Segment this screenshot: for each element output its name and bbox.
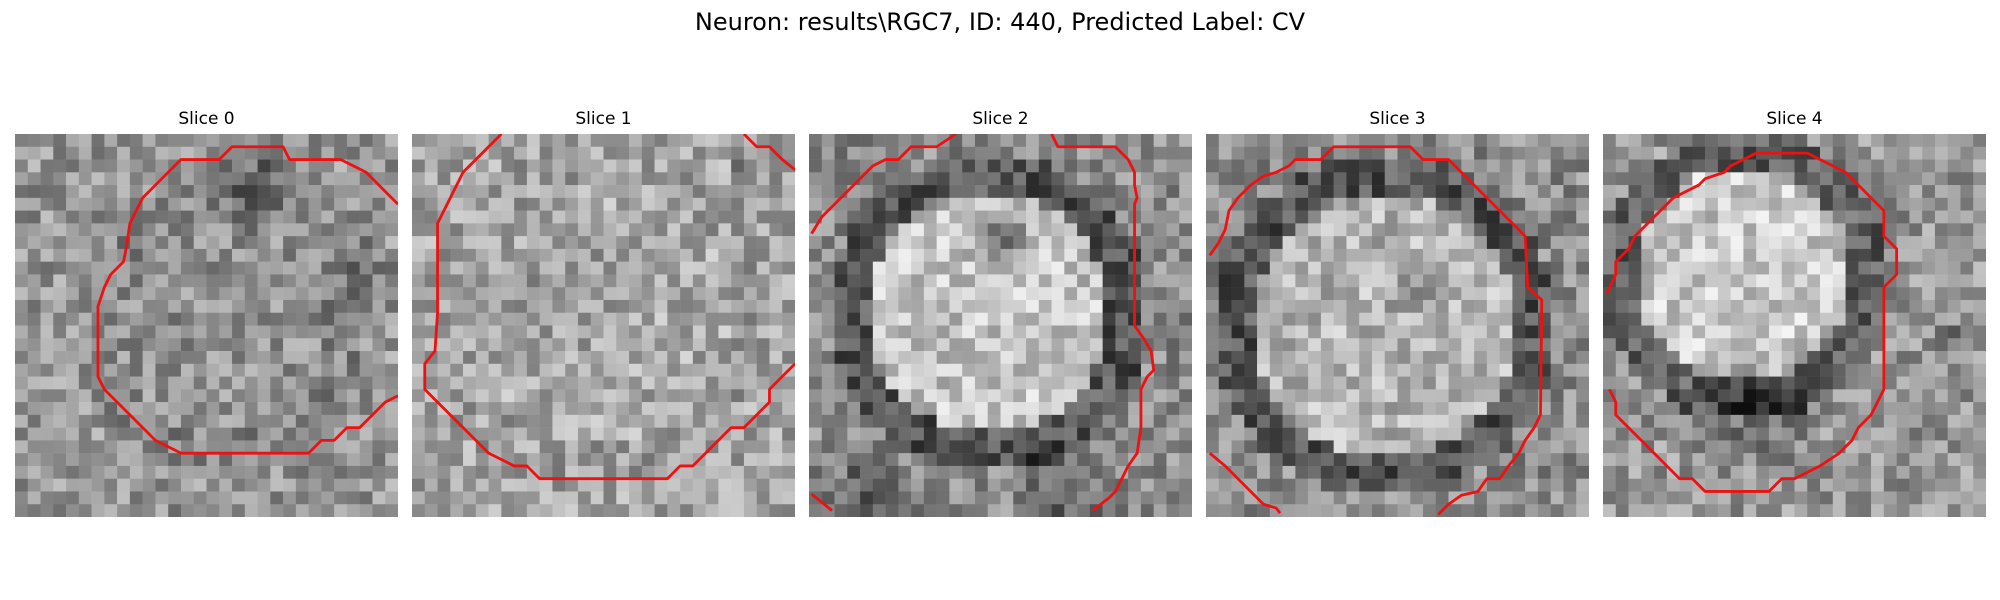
slice-title-0: Slice 0 — [178, 109, 235, 129]
roi-contour — [1208, 452, 1282, 515]
roi-contour — [810, 134, 957, 235]
roi-contour — [742, 134, 795, 171]
slice-image-3 — [1206, 134, 1589, 517]
figure-title: Neuron: results\RGC7, ID: 440, Predicted… — [694, 8, 1306, 36]
pixel-grid — [15, 134, 398, 517]
pixel-grid — [1603, 134, 1986, 517]
slice-image-1 — [412, 134, 795, 517]
slice-title-2: Slice 2 — [972, 109, 1029, 129]
slice-panel-2: Slice 2 — [809, 108, 1192, 517]
roi-contour — [1050, 134, 1156, 512]
slice-image-0 — [15, 134, 398, 517]
roi-contour — [423, 134, 795, 481]
pixel-grid — [809, 134, 1192, 517]
slice-title-1: Slice 1 — [575, 109, 632, 129]
roi-contour — [810, 492, 833, 512]
pixel-grid — [1206, 134, 1589, 517]
roi-contour — [1605, 151, 1899, 493]
roi-contour — [96, 145, 398, 455]
slice-panel-0: Slice 0 — [15, 108, 398, 517]
slice-image-4 — [1603, 134, 1986, 517]
slice-image-2 — [809, 134, 1192, 517]
pixel-grid — [412, 134, 795, 517]
slice-title-4: Slice 4 — [1766, 109, 1823, 129]
slice-panel-3: Slice 3 — [1206, 108, 1589, 517]
roi-contour — [1208, 145, 1544, 516]
slice-panel-1: Slice 1 — [412, 108, 795, 517]
slice-title-3: Slice 3 — [1369, 109, 1426, 129]
slice-panel-4: Slice 4 — [1603, 108, 1986, 517]
